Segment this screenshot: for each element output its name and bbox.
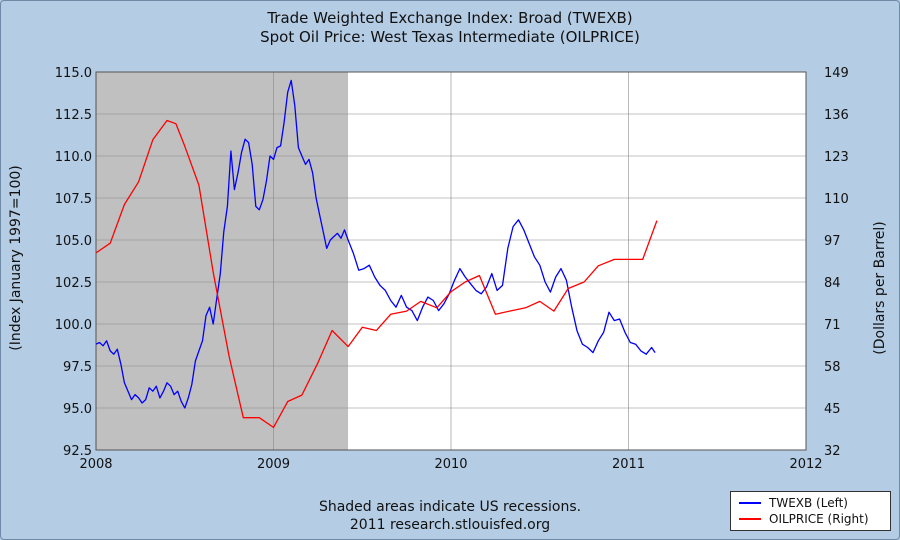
y-axis-label-right: (Dollars per Barrel) [872,221,888,354]
y-right-tick-label: 136 [824,108,849,123]
recession-note: Shaded areas indicate US recessions. [318,499,582,515]
y-left-tick-label: 97.5 [63,360,92,375]
x-tick-label: 2012 [789,457,822,472]
y-left-tick-label: 92.5 [63,444,92,459]
source-credit: 2011 research.stlouisfed.org [349,517,551,533]
x-tick-label: 2008 [79,457,112,472]
y-left-tick-label: 95.0 [63,402,92,417]
legend-label-twexb: TWEXB (Left) [769,496,848,510]
y-left-tick-label: 107.5 [55,192,92,207]
y-right-tick-label: 71 [824,318,841,333]
x-tick-label: 2010 [434,457,467,472]
y-right-tick-label: 97 [824,234,841,249]
legend-item-oilprice: OILPRICE (Right) [739,511,869,527]
recession-shading [96,72,349,450]
y-left-tick-label: 115.0 [55,66,92,81]
legend-item-twexb: TWEXB (Left) [739,495,848,511]
y-axis-label-left: (Index January 1997=100) [8,165,24,351]
legend: TWEXB (Left) OILPRICE (Right) [730,491,891,531]
plot-border [95,71,807,451]
legend-swatch-twexb [739,502,761,504]
y-right-tick-label: 149 [824,66,849,81]
x-tick-label: 2011 [612,457,645,472]
grid-lines [95,71,807,451]
twexb-series-line [95,79,656,409]
series-layer [95,79,658,429]
chart-title: Trade Weighted Exchange Index: Broad (TW… [267,9,633,27]
legend-label-oilprice: OILPRICE (Right) [769,512,869,526]
y-left-tick-label: 110.0 [55,150,92,165]
y-left-tick-label: 100.0 [55,318,92,333]
y-right-tick-label: 58 [824,360,841,375]
y-right-tick-label: 110 [824,192,849,207]
axis-ticks: 115.0 149 112.5 136 110.0 123 107.5 110 105.0 97 1… [55,66,849,472]
y-right-tick-label: 84 [824,276,841,291]
y-right-tick-label: 32 [824,444,841,459]
y-left-tick-label: 105.0 [55,234,92,249]
y-right-tick-label: 123 [824,150,849,165]
y-left-tick-label: 102.5 [55,276,92,291]
y-left-tick-label: 112.5 [55,108,92,123]
oilprice-series-line [95,119,658,429]
chart-subtitle: Spot Oil Price: West Texas Intermediate … [260,28,640,46]
legend-swatch-oilprice [739,518,761,520]
chart-footer: Shaded areas indicate US recessions. 201… [250,498,650,534]
x-tick-label: 2009 [257,457,290,472]
y-right-tick-label: 45 [824,402,841,417]
